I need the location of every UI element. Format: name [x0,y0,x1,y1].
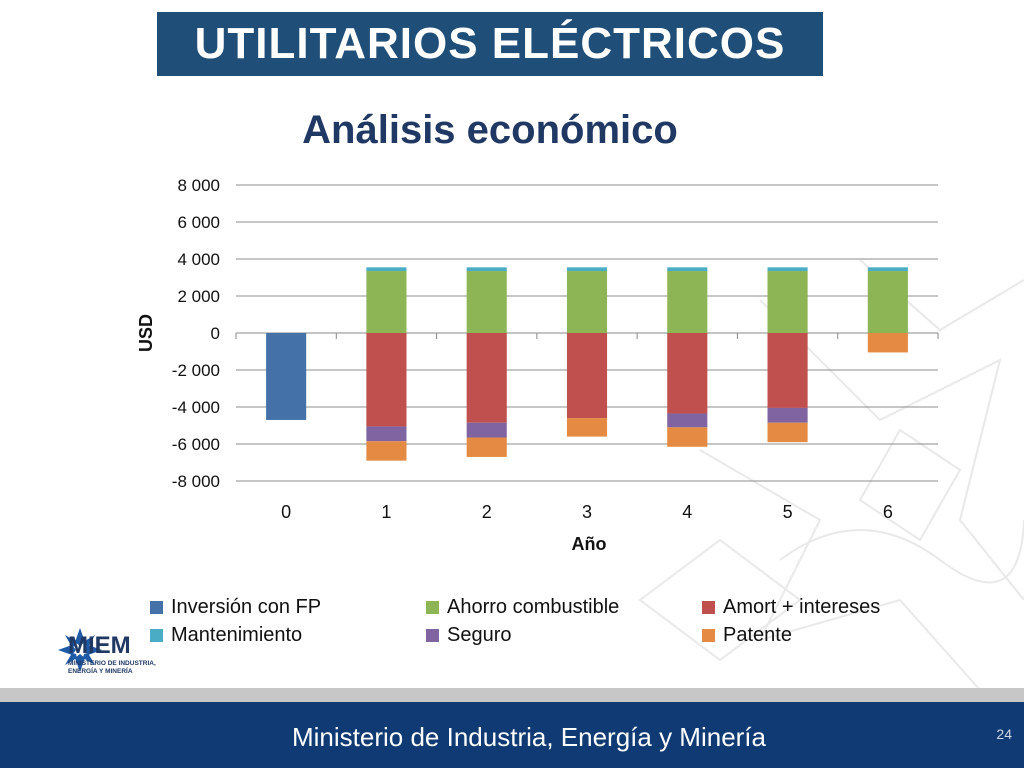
bar-segment [466,267,507,272]
legend-swatch [426,629,439,642]
logo-subtitle-line1: MINISTERIO DE INDUSTRIA, [68,660,156,667]
bar-segment [867,267,908,272]
legend-label: Ahorro combustible [447,596,620,618]
slide-header: UTILITARIOS ELÉCTRICOS [157,12,823,76]
x-tick-label: 1 [381,502,391,522]
y-tick-label: 2 000 [177,287,220,306]
y-tick-label: 6 000 [177,213,220,232]
bar-segment [867,271,908,333]
bar-segment [266,333,307,420]
bar-segment [366,333,407,427]
y-axis-label: USD [136,314,156,352]
y-tick-label: -8 000 [172,472,220,491]
slide-subtitle: Análisis económico [302,108,678,152]
bar-segment [466,422,507,438]
legend-item: Seguro [426,624,512,647]
legend-label: Amort + intereses [723,596,881,618]
bar-segment [667,333,708,414]
footer-bar [0,702,1024,768]
legend-item: Patente [702,624,792,647]
legend-item: Mantenimiento [150,624,302,647]
x-tick-label: 0 [281,502,291,522]
y-tick-label: -4 000 [172,398,220,417]
legend-swatch [150,629,163,642]
legend-label: Inversión con FP [171,596,322,618]
bar-segment [566,418,608,437]
bar-segment [767,333,808,408]
bar-segment [667,271,708,333]
x-tick-label: 6 [883,502,893,522]
header-title: UTILITARIOS ELÉCTRICOS [194,19,786,68]
y-tick-label: -6 000 [172,435,220,454]
bar-segment [366,271,407,333]
bar-segment [466,437,507,457]
logo-subtitle: MINISTERIO DE INDUSTRIA, ENERGÍA Y MINER… [68,660,158,676]
logo-acronym: MIEM [68,632,131,659]
x-tick-label: 4 [682,502,692,522]
bar-segment [366,426,407,442]
logo-subtitle-line2: ENERGÍA Y MINERÍA [68,668,133,675]
y-tick-label: 0 [211,324,220,343]
x-tick-label: 2 [482,502,492,522]
legend-label: Patente [723,624,792,646]
legend-item: Ahorro combustible [426,596,619,619]
bar-segment [566,333,608,419]
page-number: 24 [996,726,1012,742]
bar-segment [667,427,708,447]
x-axis-label: Año [572,534,607,554]
legend-swatch [702,601,715,614]
footer-divider [0,688,1024,702]
bar-segment [566,271,608,333]
bar-segment [667,267,708,272]
bar-segment [566,267,608,272]
legend-label: Seguro [447,624,512,646]
bar-segment [466,271,507,333]
miem-logo-icon [58,628,102,672]
y-tick-label: 8 000 [177,176,220,195]
bar-segment [366,267,407,272]
footer-ministry: Ministerio de Industria, Energía y Miner… [292,722,766,752]
legend-swatch [426,601,439,614]
bar-segment [767,267,808,272]
bar-segment [466,333,507,423]
legend-item: Inversión con FP [150,596,321,619]
bar-segment [667,413,708,428]
legend-item: Amort + intereses [702,596,880,619]
bar-segment [867,333,908,353]
y-tick-label: 4 000 [177,250,220,269]
x-tick-label: 5 [783,502,793,522]
legend-swatch [702,629,715,642]
legend-swatch [150,601,163,614]
bar-segment [366,441,407,461]
x-tick-label: 3 [582,502,592,522]
bar-segment [767,271,808,333]
y-tick-label: -2 000 [172,361,220,380]
legend-label: Mantenimiento [171,624,303,646]
bar-segment [767,422,808,443]
bar-segment [767,407,808,423]
